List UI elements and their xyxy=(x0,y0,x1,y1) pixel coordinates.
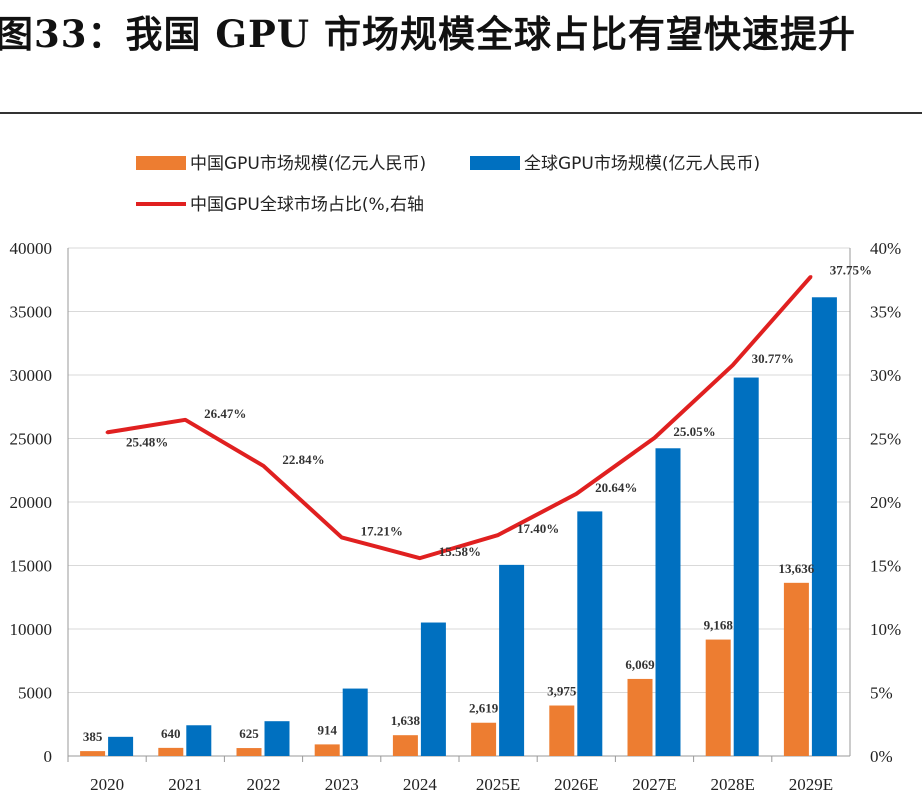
x-tick: 2025E xyxy=(476,775,520,794)
share-label: 37.75% xyxy=(830,263,872,278)
share-point xyxy=(653,436,656,440)
china-bar xyxy=(471,722,497,756)
y-left-tick: 25000 xyxy=(10,430,53,449)
global-bar xyxy=(342,688,368,756)
x-tick: 2027E xyxy=(632,775,676,794)
global-bar xyxy=(186,725,212,756)
share-label: 20.64% xyxy=(595,480,637,495)
global-bar xyxy=(420,622,446,756)
legend-label: 中国GPU市场规模(亿元人民币) xyxy=(190,154,426,174)
share-point xyxy=(183,418,187,422)
share-label: 22.84% xyxy=(282,452,324,467)
title-divider xyxy=(0,112,922,114)
legend: 中国GPU市场规模(亿元人民币) 全球GPU市场规模(亿元人民币) 中国GPU全球市… xyxy=(136,154,760,215)
y-right-tick: 0% xyxy=(870,747,893,766)
x-tick: 2023 xyxy=(325,775,359,794)
china-bar-label: 6,069 xyxy=(625,657,655,672)
y-left-tick: 20000 xyxy=(10,493,53,512)
y-left-tick: 35000 xyxy=(10,303,53,322)
global-bar xyxy=(655,448,681,756)
share-label: 26.47% xyxy=(204,406,246,421)
global-bar xyxy=(811,297,837,756)
share-point xyxy=(809,275,813,279)
x-tick: 2028E xyxy=(711,775,755,794)
data-labels: 385 640 625 914 1,638 2,619 3,975 6,069 9,168 13,… xyxy=(83,263,872,745)
global-bar xyxy=(108,736,134,756)
global-bar xyxy=(733,377,759,756)
legend-swatch xyxy=(470,156,520,170)
share-label: 25.05% xyxy=(673,424,715,439)
figure-title: 图33：我国 GPU 市场规模全球占比有望快速提升 xyxy=(0,12,856,56)
china-bar xyxy=(314,744,340,756)
china-bar-label: 9,168 xyxy=(704,618,734,633)
x-tick: 2021 xyxy=(168,775,202,794)
share-point xyxy=(262,464,265,468)
share-point xyxy=(731,363,735,367)
bars xyxy=(80,297,837,756)
china-bar xyxy=(392,735,418,756)
china-bar-label: 914 xyxy=(317,722,337,737)
share-line xyxy=(105,275,813,561)
y-right-tick: 35% xyxy=(870,303,901,322)
y-left-tick: 0 xyxy=(44,747,53,766)
share-point xyxy=(105,430,109,434)
china-bar-label: 385 xyxy=(83,729,103,744)
china-bar-label: 2,619 xyxy=(469,701,499,716)
legend-swatch xyxy=(136,156,186,170)
china-bar xyxy=(783,582,809,756)
china-bar-label: 3,975 xyxy=(547,684,577,699)
y-left-tick: 15000 xyxy=(10,557,53,576)
share-point xyxy=(496,533,500,537)
y-left-tick: 10000 xyxy=(10,620,53,639)
y-left-tick: 40000 xyxy=(10,239,53,258)
share-point xyxy=(418,556,422,560)
china-bar xyxy=(80,751,106,756)
share-label: 25.48% xyxy=(126,434,168,449)
y-right-tick: 20% xyxy=(870,493,901,512)
global-bar xyxy=(499,564,525,756)
y-right-tick: 15% xyxy=(870,557,901,576)
share-label: 17.21% xyxy=(361,523,403,538)
china-bar xyxy=(158,747,184,756)
share-line-path xyxy=(106,275,813,561)
y-left-tick: 30000 xyxy=(10,366,53,385)
china-bar xyxy=(236,748,262,756)
y-right-tick: 10% xyxy=(870,620,901,639)
china-bar-label: 625 xyxy=(239,726,259,741)
share-label: 30.77% xyxy=(752,351,794,366)
x-tick: 2022 xyxy=(247,775,281,794)
global-bar xyxy=(264,721,290,756)
legend-label: 全球GPU市场规模(亿元人民币) xyxy=(524,154,760,174)
share-label: 17.40% xyxy=(517,521,559,536)
legend-label: 中国GPU全球市场占比(%,右轴 xyxy=(190,195,424,215)
china-bar-label: 640 xyxy=(161,726,181,741)
y-left-tick: 5000 xyxy=(18,684,52,703)
y-right-tick: 30% xyxy=(870,366,901,385)
x-tick: 2026E xyxy=(554,775,598,794)
share-label: 15.58% xyxy=(439,544,481,559)
y-right-tick: 25% xyxy=(870,430,901,449)
share-point xyxy=(574,492,578,496)
x-tick: 2024 xyxy=(403,775,438,794)
china-bar-label: 13,636 xyxy=(779,561,815,576)
china-bar xyxy=(705,639,731,756)
x-tick: 2029E xyxy=(789,775,833,794)
x-tick: 2020 xyxy=(90,775,124,794)
y-right-tick: 5% xyxy=(870,684,893,703)
china-bar-label: 1,638 xyxy=(391,713,421,728)
china-bar xyxy=(549,705,575,756)
china-bar xyxy=(627,678,653,756)
global-bar xyxy=(577,511,603,756)
y-right-tick: 40% xyxy=(870,239,901,258)
share-point xyxy=(340,535,344,539)
axes: 0 5000 10000 15000 20000 25000 30000 35000 40000… xyxy=(10,239,902,794)
